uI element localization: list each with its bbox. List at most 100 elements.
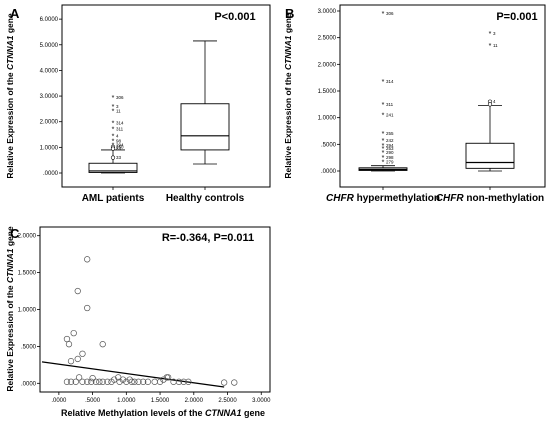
scatter-point: [128, 378, 135, 385]
y-tick-label: .5000: [21, 344, 37, 350]
outlier-star: *: [382, 11, 385, 18]
scatter-point: [96, 378, 103, 385]
scatter-point: [99, 378, 106, 385]
scatter-point: [140, 378, 147, 385]
y-tick-label: 2.0000: [18, 234, 37, 240]
stat-text: P=0.001: [496, 11, 537, 23]
stat-text: P<0.001: [214, 11, 255, 23]
scatter-point: [79, 378, 86, 385]
outlier-label: 241: [386, 113, 394, 118]
outlier-label: 3: [493, 31, 496, 36]
panel-letter: C: [10, 226, 20, 241]
panel-b: B P=0.001 .0000 .5000 1.0000 1.5000 2.0000 2.50…: [283, 4, 546, 204]
outlier-star: *: [382, 102, 385, 109]
y-tick-label: 2.0000: [40, 120, 59, 126]
scatter-point: [65, 341, 73, 348]
y-axis-label: Relative Expression of the CTNNA1 gene: [5, 13, 15, 179]
x-tick-label: 3.0000: [252, 398, 271, 404]
scatter-point: [156, 378, 164, 385]
box-2: [180, 40, 230, 165]
outlier-label: 33: [116, 155, 122, 160]
scatter-point: [74, 287, 81, 295]
panel-letter: A: [10, 6, 20, 21]
outlier-label: 314: [386, 79, 394, 84]
outlier-label: 311: [386, 102, 394, 107]
y-tick-label: 1.0000: [40, 145, 59, 151]
y-axis-label: Relative Expression of the CTNNA1 gene: [283, 13, 293, 179]
outlier-star: *: [382, 138, 385, 145]
y-tick-label: 1.5000: [318, 89, 337, 95]
scatter-point: [175, 378, 183, 385]
scatter-point: [151, 378, 158, 385]
outlier-star: *: [382, 79, 385, 86]
outlier-circle: [110, 146, 116, 151]
y-tick-label: 2.0000: [318, 62, 337, 68]
category-label: CHFR non-methylation: [436, 193, 544, 204]
outlier-label: 253: [386, 146, 394, 151]
y-tick-label: 5.0000: [40, 43, 59, 49]
outlier-label: 314: [116, 120, 124, 125]
y-tick-label: 1.5000: [18, 271, 37, 277]
category-label: Healthy controls: [166, 193, 245, 204]
outlier-label: 3: [116, 104, 119, 109]
outlier-label: 23: [116, 146, 122, 151]
box-iqr: [180, 103, 230, 151]
scatter-point: [104, 378, 111, 385]
outlier-star: *: [489, 43, 492, 50]
x-tick-label: 2.0000: [185, 398, 204, 404]
y-tick-label: 2.5000: [318, 36, 337, 42]
scatter-point: [220, 379, 228, 386]
scatter-point: [72, 378, 79, 385]
box-iqr: [88, 162, 138, 173]
outlier-star: *: [382, 159, 385, 166]
y-tick-label: .5000: [321, 142, 337, 148]
scatter-point: [70, 329, 77, 337]
fit-line: [41, 361, 225, 388]
outlier-circle: [487, 102, 493, 107]
plot-frame: [339, 4, 546, 188]
outlier-star: *: [382, 146, 385, 153]
outlier-label: 4: [116, 133, 119, 138]
scatter-point: [75, 374, 83, 381]
box-iqr: [465, 142, 515, 169]
y-tick-label: .0000: [43, 171, 59, 177]
y-tick-label: 3.0000: [40, 94, 59, 100]
outlier-star: *: [112, 126, 115, 133]
outlier-label: 311: [116, 126, 124, 131]
panel-c: C R=-0.364, P=0.011 .0000 .5000 1.0000 1.5000…: [5, 226, 271, 418]
outlier-star: *: [112, 133, 115, 140]
scatter-point: [79, 350, 86, 357]
scatter-point: [67, 358, 75, 365]
outlier-label: 242: [386, 138, 394, 143]
y-tick-label: 4.0000: [40, 68, 59, 74]
outlier-star: *: [112, 138, 115, 145]
outlier-label: 306: [386, 11, 394, 16]
outlier-star: *: [112, 95, 115, 102]
y-tick-label: .0000: [321, 169, 337, 175]
outlier-label: 279: [386, 159, 394, 164]
outlier-star: *: [489, 31, 492, 38]
y-tick-label: 1.0000: [18, 308, 37, 314]
outlier-star: *: [382, 150, 385, 157]
outlier-star: *: [112, 120, 115, 127]
outlier-label: 306: [116, 95, 124, 100]
scatter-point: [231, 379, 238, 386]
x-tick-label: 1.5000: [151, 398, 170, 404]
scatter-point: [63, 378, 71, 385]
outlier-label: 11: [116, 108, 121, 113]
y-axis-label: Relative Expression of the CTNNA1 gene: [5, 226, 15, 392]
box-1: * 306* 314* 311* 241* 255* 242* 294* 253* 290* 298…: [358, 11, 408, 172]
outlier-label: 11: [493, 43, 498, 48]
x-tick-label: .0000: [51, 398, 67, 404]
scatter-point: [84, 256, 91, 263]
outlier-label: 250: [116, 144, 124, 149]
scatter-point: [84, 304, 91, 312]
outlier-label: 255: [386, 131, 394, 136]
stat-text: R=-0.364, P=0.011: [162, 232, 254, 244]
x-tick-label: .5000: [85, 398, 101, 404]
outlier-label: 294: [386, 143, 394, 148]
x-tick-label: 2.5000: [218, 398, 237, 404]
scatter-point: [119, 376, 127, 383]
